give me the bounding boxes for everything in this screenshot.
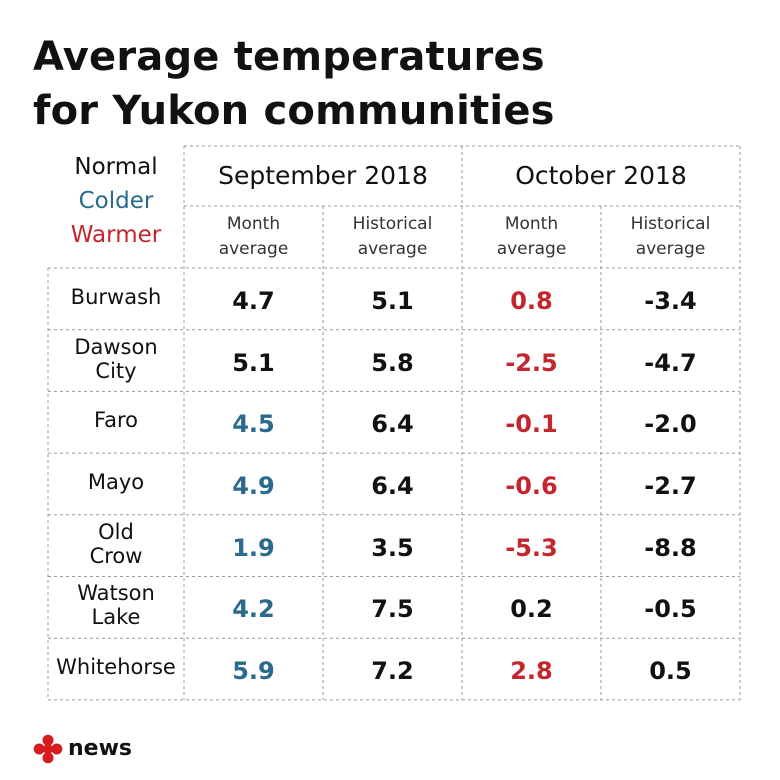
subheader-line: Historical — [352, 214, 433, 234]
subheader-line: average — [357, 239, 428, 259]
data-cell: 0.2 — [510, 595, 553, 624]
gem-petal — [42, 752, 54, 764]
subheader-sep-month: Month average — [184, 212, 323, 264]
data-cell: 4.2 — [232, 595, 275, 624]
brand-name: news — [68, 736, 133, 761]
data-cell: 0.5 — [649, 657, 692, 686]
row-label-line: Old — [98, 519, 134, 544]
row-label: Old Crow — [48, 520, 184, 568]
legend-colder: Colder — [78, 188, 154, 214]
chart-title: Average temperatures for Yukon communiti… — [33, 30, 753, 138]
subheader-line: average — [218, 239, 289, 259]
data-cell: -2.0 — [644, 410, 697, 439]
subheader-oct-month: Month average — [462, 212, 601, 264]
data-cell: 4.9 — [232, 471, 275, 500]
row-label-line: City — [95, 358, 137, 383]
month-header-october: October 2018 — [515, 161, 687, 190]
row-label-line: Faro — [93, 408, 139, 433]
data-cell: 4.7 — [232, 286, 275, 315]
row-label: Dawson City — [48, 335, 184, 383]
row-label-line: Whitehorse — [56, 655, 176, 680]
data-cell: 1.9 — [232, 533, 275, 562]
subheader-line: Month — [226, 214, 281, 234]
gem-petal — [33, 743, 45, 755]
gem-petal — [42, 734, 54, 746]
data-cell: 0.8 — [510, 286, 553, 315]
month-header-september: September 2018 — [218, 161, 428, 190]
subheader-sep-historical: Historical average — [323, 212, 462, 264]
chart-title-line: for Yukon communities — [33, 88, 555, 134]
data-cell: 5.8 — [371, 348, 414, 377]
data-cell: -0.6 — [505, 471, 558, 500]
data-cell: -4.7 — [644, 348, 697, 377]
data-cell: -8.8 — [644, 533, 697, 562]
row-label: Burwash — [48, 285, 184, 309]
data-cell: 3.5 — [371, 533, 414, 562]
data-cell: 5.1 — [232, 348, 275, 377]
row-label-line: Crow — [89, 543, 143, 568]
data-cell: -3.4 — [644, 286, 697, 315]
row-label-line: Mayo — [87, 469, 145, 494]
subheader-line: average — [635, 239, 706, 259]
data-cell: -2.5 — [505, 348, 558, 377]
data-cell: 7.5 — [371, 595, 414, 624]
subheader-line: Historical — [630, 214, 711, 234]
data-cell: -0.1 — [505, 410, 558, 439]
subheader-line: Month — [504, 214, 559, 234]
row-label-line: Watson — [77, 581, 155, 606]
data-cell: -5.3 — [505, 533, 558, 562]
legend-normal: Normal — [74, 154, 158, 180]
data-cell: -2.7 — [644, 471, 697, 500]
row-label-line: Dawson — [74, 334, 158, 359]
subheader-oct-historical: Historical average — [601, 212, 740, 264]
row-label-line: Lake — [91, 605, 141, 630]
chart-title-line: Average temperatures — [33, 34, 545, 80]
legend-warmer: Warmer — [70, 222, 162, 248]
data-cell: 6.4 — [371, 471, 414, 500]
data-cell: 6.4 — [371, 410, 414, 439]
data-cell: 7.2 — [371, 657, 414, 686]
data-cell: 2.8 — [510, 657, 553, 686]
cbc-gem-icon — [33, 734, 63, 764]
row-label: Faro — [48, 408, 184, 432]
row-label: Whitehorse — [48, 655, 184, 679]
gem-petal — [51, 743, 63, 755]
data-cell: 5.1 — [371, 286, 414, 315]
row-label-line: Burwash — [70, 284, 162, 309]
row-label: Watson Lake — [48, 581, 184, 629]
data-cell: 5.9 — [232, 657, 275, 686]
data-cell: -0.5 — [644, 595, 697, 624]
legend: Normal Colder Warmer — [48, 150, 184, 252]
subheader-line: average — [496, 239, 567, 259]
gem-center — [43, 744, 53, 754]
data-cell: 4.5 — [232, 410, 275, 439]
row-label: Mayo — [48, 470, 184, 494]
